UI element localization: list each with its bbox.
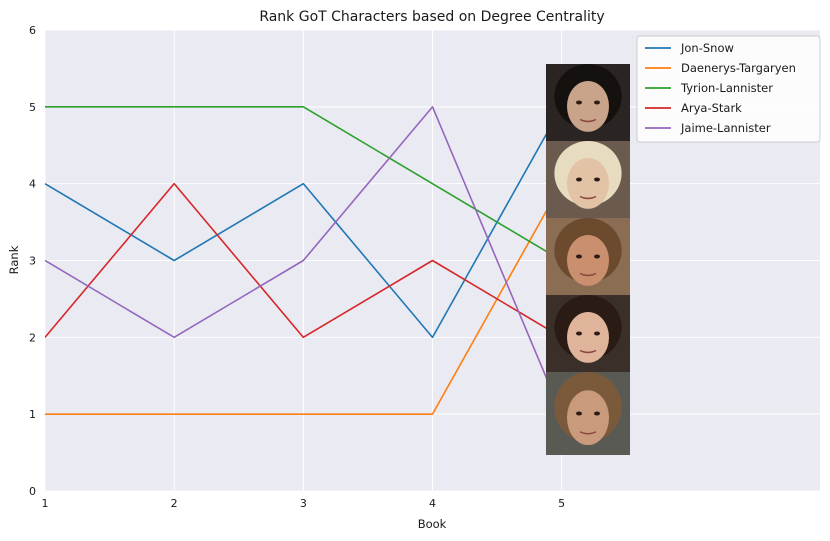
legend-frame bbox=[636, 35, 821, 143]
arya-stark-portrait bbox=[546, 295, 630, 372]
legend: Jon-Snow Daenerys-Targaryen Tyrion-Lannist… bbox=[636, 35, 821, 143]
y-tick-label: 4 bbox=[29, 178, 36, 191]
x-tick-label: 4 bbox=[429, 497, 436, 510]
portrait-strip bbox=[546, 63, 630, 455]
y-tick-label: 5 bbox=[29, 101, 36, 114]
legend-label: Jon-Snow bbox=[680, 41, 734, 55]
x-axis-label: Book bbox=[418, 517, 447, 531]
jon-snow-portrait bbox=[546, 63, 630, 141]
legend-label: Arya-Stark bbox=[681, 101, 742, 115]
tyrion-lannister-portrait bbox=[546, 218, 630, 295]
series-line-jaime-lannister bbox=[45, 106, 563, 415]
y-tick-label: 1 bbox=[29, 408, 36, 421]
legend-label: Daenerys-Targaryen bbox=[681, 61, 796, 75]
x-tick-label: 3 bbox=[300, 497, 307, 510]
y-tick-label: 3 bbox=[29, 255, 36, 268]
series-line-daenerys-targaryen bbox=[45, 183, 563, 415]
x-tick-label: 1 bbox=[42, 497, 49, 510]
daenerys-targaryen-portrait bbox=[546, 141, 630, 218]
y-tick-label: 6 bbox=[29, 24, 36, 37]
series-lines bbox=[45, 106, 563, 415]
y-axis-label: Rank bbox=[7, 245, 21, 274]
legend-label: Jaime-Lannister bbox=[680, 121, 771, 135]
x-tick-label: 2 bbox=[171, 497, 178, 510]
y-tick-label: 2 bbox=[29, 331, 36, 344]
y-tick-label: 0 bbox=[29, 485, 36, 498]
x-tick-label: 5 bbox=[558, 497, 565, 510]
chart-title: Rank GoT Characters based on Degree Cent… bbox=[259, 9, 604, 25]
series-line-arya-stark bbox=[45, 182, 563, 339]
legend-label: Tyrion-Lannister bbox=[680, 81, 773, 95]
jaime-lannister-portrait bbox=[546, 372, 630, 455]
